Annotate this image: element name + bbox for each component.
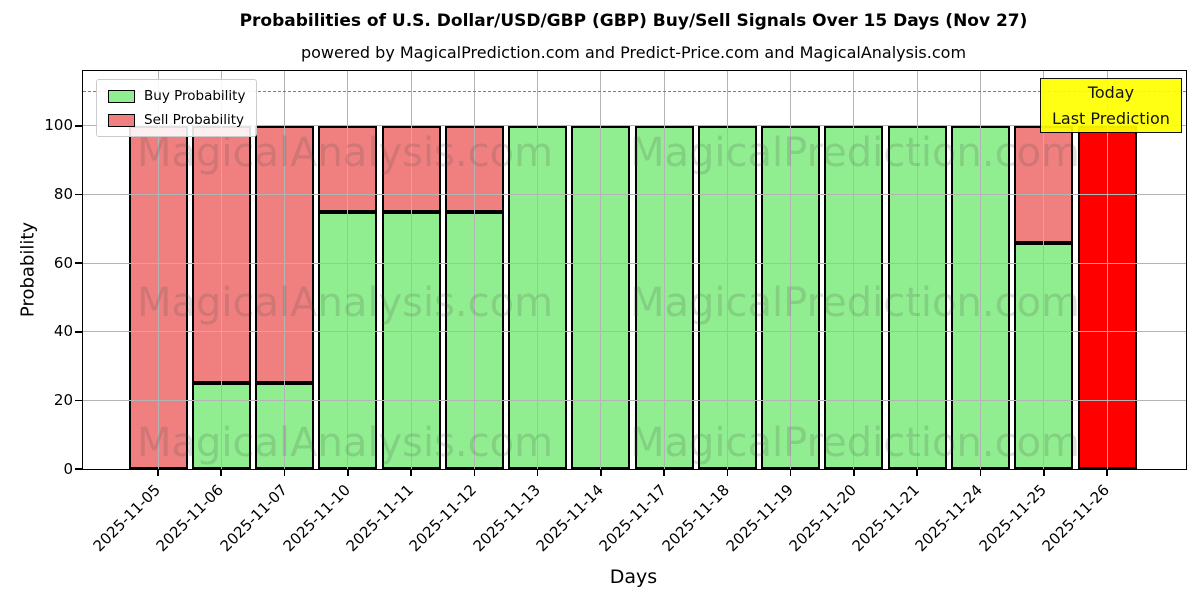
legend-label-buy: Buy Probability [144,88,246,104]
gridline-vertical [726,71,728,469]
x-tick-mark [853,469,855,476]
x-tick-mark [1106,469,1108,476]
x-tick-mark [536,469,539,476]
x-tick-mark [789,469,792,476]
buy-probability-swatch [108,89,135,103]
watermark-magicalprediction: MagicalPrediction.com [630,130,1080,176]
y-tick-mark [75,330,82,333]
gridline-vertical [1106,71,1108,469]
sell-probability-swatch [108,113,135,127]
watermark-magicalprediction: MagicalPrediction.com [630,420,1080,466]
x-tick-mark [283,469,286,476]
gridline-vertical [853,71,855,469]
watermark-magicalanalysis: MagicalAnalysis.com [136,420,554,466]
gridline-vertical [220,71,222,469]
x-tick-mark [726,469,729,476]
gridline-vertical [347,71,349,469]
y-tick-label: 0 [63,459,73,478]
gridline-vertical [1043,71,1045,469]
gridline-horizontal [83,194,1186,196]
y-tick-label: 100 [44,116,73,135]
gridline-vertical [284,71,286,469]
watermark-magicalanalysis: MagicalAnalysis.com [136,130,554,176]
y-tick-label: 20 [53,390,73,409]
gridline-vertical [473,71,475,469]
x-tick-mark [410,469,412,476]
annotation-line-last-prediction: Last Prediction [1052,108,1170,128]
gridline-horizontal [83,399,1186,401]
y-tick-mark [75,468,82,470]
annotation-line-today: Today [1087,83,1135,102]
legend-item-sell: Sell Probability [108,112,245,128]
x-tick-mark [600,469,602,476]
y-tick-label: 40 [53,322,73,341]
gridline-vertical [979,71,981,469]
x-tick-mark [1042,469,1045,476]
watermark-magicalprediction: MagicalPrediction.com [630,280,1080,326]
y-tick-mark [75,399,82,402]
gridline-horizontal [83,262,1186,264]
gridline-horizontal [83,125,1186,127]
x-tick-mark [979,469,982,476]
plot-area: Buy Probability Sell Probability 0 20 40 60… [44,70,1187,555]
gridline-vertical [600,71,602,469]
y-tick-mark [75,262,82,264]
legend-label-sell: Sell Probability [144,112,245,128]
gridline-vertical [663,71,665,469]
chart-title: Probabilities of U.S. Dollar/USD/GBP (GB… [239,11,1028,31]
x-tick-mark [663,469,665,476]
x-tick-mark [916,469,918,476]
x-tick-mark [157,469,159,476]
y-tick-mark [75,193,82,196]
gridline-vertical [916,71,918,469]
legend-item-buy: Buy Probability [108,88,245,104]
x-tick-mark [347,469,349,476]
x-tick-mark [473,469,476,476]
gridline-horizontal [83,331,1186,333]
gridline-vertical [537,71,539,469]
watermark-magicalanalysis: MagicalAnalysis.com [136,280,554,326]
y-tick-label: 80 [53,185,73,204]
legend: Buy Probability Sell Probability [96,79,258,137]
reference-dashed-line [83,90,1186,92]
gridline-vertical [410,71,412,469]
y-tick-mark [75,125,82,127]
y-tick-label: 60 [53,253,73,272]
today-annotation-box: Today Last Prediction [1040,78,1182,134]
x-axis-label: Days [609,566,658,588]
x-tick-mark [220,469,223,476]
chart-subtitle: powered by MagicalPrediction.com and Pre… [300,43,967,62]
gridline-vertical [157,71,159,469]
gridline-vertical [790,71,792,469]
